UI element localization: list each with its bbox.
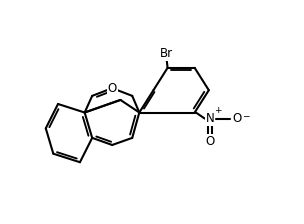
Text: Br: Br <box>160 47 173 60</box>
Text: N: N <box>206 112 214 125</box>
Text: −: − <box>242 111 250 120</box>
Text: O: O <box>206 135 215 148</box>
Text: O: O <box>108 82 117 95</box>
Text: +: + <box>214 106 222 115</box>
Text: O: O <box>233 112 242 125</box>
